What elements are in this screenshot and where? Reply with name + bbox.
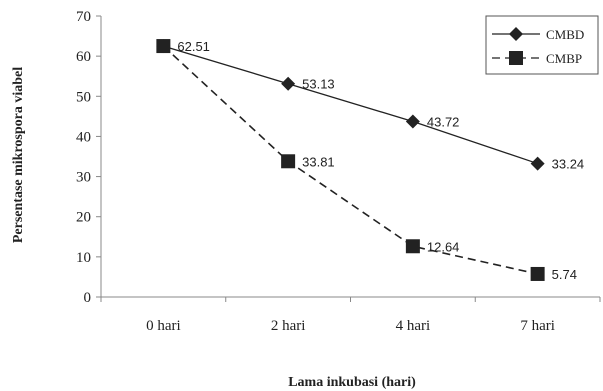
- data-point-cmbp: [405, 239, 420, 254]
- x-tick-label: 7 hari: [520, 318, 555, 334]
- data-label: 62.51: [177, 39, 210, 54]
- series-line-cmbd: [163, 45, 538, 165]
- y-tick-label: 30: [76, 170, 91, 186]
- y-tick-label: 70: [76, 9, 91, 25]
- y-axis-title: Persentase mikrospora viabel: [11, 67, 26, 243]
- axes: [96, 15, 601, 302]
- legend-label-cmbp: CMBP: [546, 51, 582, 66]
- data-point-cmbp: [530, 266, 545, 281]
- y-tick-label: 60: [76, 49, 91, 65]
- data-label: 33.24: [552, 157, 585, 172]
- data-point-cmbd: [405, 114, 420, 129]
- x-tick-label: 0 hari: [146, 318, 181, 334]
- data-label: 43.72: [427, 114, 460, 129]
- x-axis-title: Lama inkubasi (hari): [288, 375, 416, 390]
- series-line-cmbp: [162, 45, 538, 275]
- data-labels: 62.51 53.13 43.72 33.24 33.81 12.64 5.74: [177, 39, 584, 282]
- series-group: [156, 39, 545, 281]
- y-tick-labels: 0 10 20 30 40 50 60 70: [76, 9, 91, 306]
- y-tick-label: 40: [76, 129, 91, 145]
- data-label: 5.74: [552, 267, 577, 282]
- x-tick-labels: 0 hari 2 hari 4 hari 7 hari: [146, 318, 555, 334]
- y-tick-label: 10: [76, 250, 91, 266]
- data-label: 53.13: [302, 77, 335, 92]
- data-label: 12.64: [427, 239, 460, 254]
- legend-box: [485, 15, 599, 75]
- y-tick-label: 20: [76, 210, 91, 226]
- x-tick-label: 4 hari: [396, 318, 431, 334]
- legend-marker-cmbd: [509, 27, 523, 41]
- data-label: 33.81: [302, 154, 335, 169]
- y-tick-label: 0: [84, 290, 92, 306]
- y-tick-label: 50: [76, 89, 91, 105]
- legend: CMBD CMBP: [485, 15, 599, 75]
- x-tick-label: 2 hari: [271, 318, 306, 334]
- data-point-cmbp: [281, 154, 296, 169]
- data-point-cmbd: [281, 76, 296, 91]
- legend-label-cmbd: CMBD: [546, 27, 584, 42]
- data-point-cmbp: [156, 39, 171, 54]
- data-point-cmbd: [530, 156, 545, 171]
- legend-marker-cmbp: [509, 51, 523, 65]
